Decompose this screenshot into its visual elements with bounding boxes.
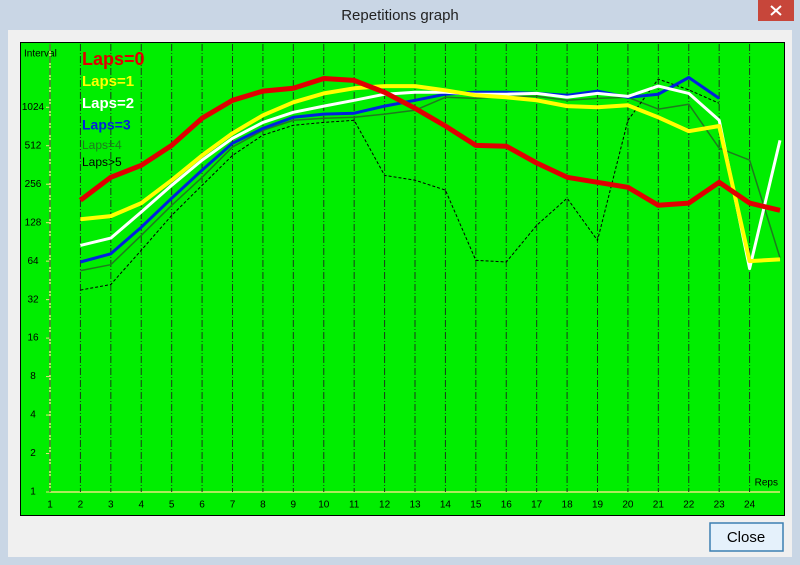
x-tick-label: 23 — [714, 500, 726, 511]
x-tick-label: 15 — [470, 500, 482, 511]
x-tick-label: 3 — [108, 500, 114, 511]
y-tick-label: 64 — [27, 256, 39, 267]
x-axis-label: Reps — [755, 478, 778, 489]
x-tick-label: 14 — [440, 500, 452, 511]
window-title: Repetitions graph — [341, 7, 459, 24]
plot-background — [21, 43, 784, 515]
y-tick-label: 256 — [25, 179, 42, 190]
series-line — [78, 76, 781, 213]
legend-entry: Laps=3 — [82, 117, 131, 133]
y-tick-label: 8 — [30, 371, 36, 382]
x-tick-label: 7 — [230, 500, 236, 511]
x-tick-label: 2 — [78, 500, 84, 511]
legend-entry: Laps=0 — [82, 49, 145, 69]
x-tick-label: 1 — [47, 500, 53, 511]
x-tick-label: 20 — [622, 500, 634, 511]
x-tick-label: 22 — [683, 500, 695, 511]
y-tick-label: 1024 — [22, 102, 45, 113]
y-tick-label: 16 — [27, 333, 39, 344]
legend-entry: Laps>5 — [82, 155, 122, 169]
x-tick-label: 24 — [744, 500, 756, 511]
close-button[interactable]: Close — [709, 522, 784, 552]
series-line — [80, 78, 720, 291]
x-tick-label: 10 — [318, 500, 330, 511]
x-tick-label: 21 — [653, 500, 665, 511]
x-tick-label: 6 — [199, 500, 205, 511]
x-tick-label: 4 — [138, 500, 144, 511]
y-tick-label: 512 — [25, 140, 42, 151]
x-tick-label: 18 — [562, 500, 574, 511]
x-tick-label: 11 — [349, 500, 360, 511]
x-tick-label: 5 — [169, 500, 175, 511]
y-tick-label: 1 — [30, 487, 36, 498]
y-tick-label: 128 — [25, 217, 42, 228]
legend-entry: Laps=1 — [82, 73, 134, 90]
window-close[interactable] — [758, 0, 794, 21]
x-tick-label: 19 — [592, 500, 604, 511]
legend-entry: Laps=2 — [82, 95, 134, 112]
x-tick-label: 16 — [501, 500, 513, 511]
series-line — [80, 84, 781, 264]
x-tick-label: 17 — [531, 500, 543, 511]
y-axis-label: Interval — [24, 49, 57, 60]
y-tick-label: 4 — [30, 410, 36, 421]
x-tick-label: 12 — [379, 500, 391, 511]
close-button-label: Close — [727, 529, 765, 546]
legend-entry: Laps=4 — [82, 138, 122, 152]
x-tick-label: 13 — [409, 500, 421, 511]
y-tick-label: 32 — [27, 294, 39, 305]
x-tick-label: 8 — [260, 500, 266, 511]
series-line — [80, 84, 782, 271]
x-tick-label: 9 — [291, 500, 297, 511]
y-tick-label: 2 — [30, 448, 36, 459]
series-line — [80, 95, 781, 272]
